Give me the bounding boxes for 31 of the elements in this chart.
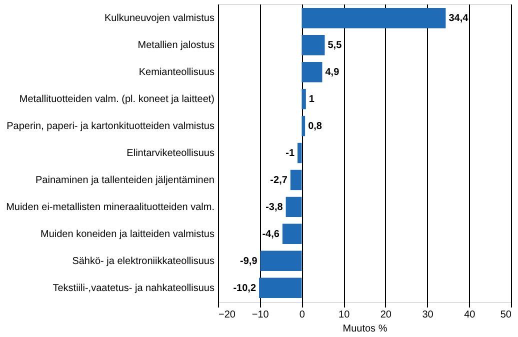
x-tick-label: 50	[500, 310, 512, 320]
x-axis-title: Muutos %	[342, 324, 388, 334]
y-tick-label: Muiden ei-metallisten mineraalituotteiden valm.	[6, 202, 214, 213]
data-label: -2,7	[270, 174, 288, 186]
data-label: -4,6	[262, 228, 280, 240]
y-tick-label: Tekstiili-,vaatetus- ja nahkateollisuus	[52, 282, 214, 294]
data-label: 4,9	[325, 67, 340, 78]
data-label: -3,8	[266, 202, 284, 213]
y-tick-label: Kemianteollisuus	[138, 67, 214, 78]
y-tick-label: Metallien jalostus	[138, 40, 214, 52]
data-label: -1	[286, 148, 295, 159]
data-label: -9,9	[240, 256, 258, 267]
x-tick-label: −20	[218, 310, 236, 320]
data-label: -10,2	[233, 282, 256, 294]
x-tick-label: 10	[338, 310, 350, 320]
y-tick-label: Paperin, paperi- ja kartonkituotteiden valmistus	[6, 121, 214, 132]
y-tick-label: Painaminen ja tallenteiden jäljentäminen	[35, 174, 214, 186]
data-label: 34,4	[448, 13, 469, 24]
y-tick-label: Kulkuneuvojen valmistus	[104, 13, 214, 24]
y-tick-label: Elintarviketeollisuus	[126, 148, 214, 159]
x-tick-label: 30	[422, 310, 434, 320]
x-tick-label: 40	[464, 310, 476, 320]
y-tick-label: Sähkö- ja elektroniikkateollisuus	[72, 256, 214, 267]
y-tick-label: Muiden koneiden ja laitteiden valmistus	[40, 228, 214, 240]
x-tick-label: 20	[380, 310, 392, 320]
data-label: 1	[308, 94, 315, 106]
y-tick-label: Metallituotteiden valm. (pl. koneet ja laitteet)	[19, 94, 214, 106]
x-tick-label: 0	[299, 310, 306, 320]
data-label: 5,5	[328, 40, 342, 52]
x-tick-label: −10	[252, 310, 270, 320]
data-label: 0,8	[308, 121, 322, 132]
